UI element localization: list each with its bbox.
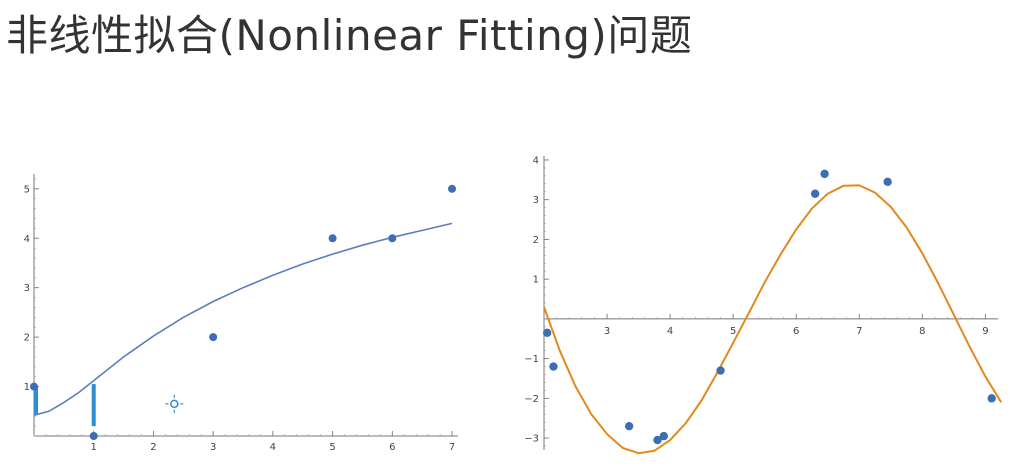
data-point: [987, 394, 996, 403]
data-point: [89, 432, 98, 440]
data-point: [653, 435, 662, 445]
cursor-marker-icon: [170, 399, 179, 409]
x-tick-label: 6: [793, 326, 799, 337]
x-tick-label: 2: [150, 442, 156, 453]
slide-title: 非线性拟合(Nonlinear Fitting)问题: [6, 11, 693, 60]
data-point: [328, 234, 337, 243]
y-tick-label: 4: [24, 234, 30, 245]
data-point: [716, 366, 725, 375]
data-point: [549, 362, 558, 371]
x-tick-label: 5: [329, 442, 335, 453]
data-point: [388, 234, 397, 243]
chart-right: 3 4 5 6 7 8 9 −3 −2 −1 1 2 3 4: [524, 155, 1003, 455]
x-tick-label: 1: [91, 442, 97, 453]
y-tick-label: −2: [524, 394, 539, 405]
x-tick-label: 7: [449, 442, 455, 453]
y-tick-label: 2: [24, 333, 30, 344]
x-tick-label: 3: [210, 442, 216, 453]
y-tick-label: 3: [24, 283, 30, 294]
y-tick-label: 2: [533, 235, 539, 246]
data-point: [624, 421, 634, 431]
y-tick-label: 1: [24, 382, 30, 393]
data-point: [542, 328, 552, 337]
data-point: [30, 382, 38, 391]
x-tick-label: 7: [856, 326, 862, 337]
y-tick-label: −3: [524, 434, 539, 445]
fit-curve: [33, 222, 453, 416]
data-point: [448, 184, 457, 193]
x-tick-label: 4: [270, 442, 276, 453]
data-point: [659, 431, 669, 441]
y-tick-label: 5: [24, 184, 30, 195]
x-tick-label: 6: [389, 442, 395, 453]
x-tick-label: 5: [730, 326, 736, 337]
x-tick-label: 8: [919, 326, 925, 337]
y-tick-label: 4: [533, 155, 539, 166]
y-tick-label: −1: [524, 354, 539, 365]
data-point: [209, 333, 218, 342]
y-tick-label: 1: [533, 275, 539, 286]
x-tick-label: 4: [667, 326, 673, 337]
x-tick-label: 9: [982, 326, 988, 337]
data-point: [820, 169, 829, 179]
x-tick-label: 3: [604, 326, 610, 337]
y-tick-label: 3: [533, 195, 539, 206]
chart-left: 1 2 3 4 5 6 7 1 2 3 4 5: [24, 174, 458, 453]
fit-curve: [543, 184, 1003, 455]
data-point: [883, 177, 892, 187]
data-point: [810, 189, 820, 198]
